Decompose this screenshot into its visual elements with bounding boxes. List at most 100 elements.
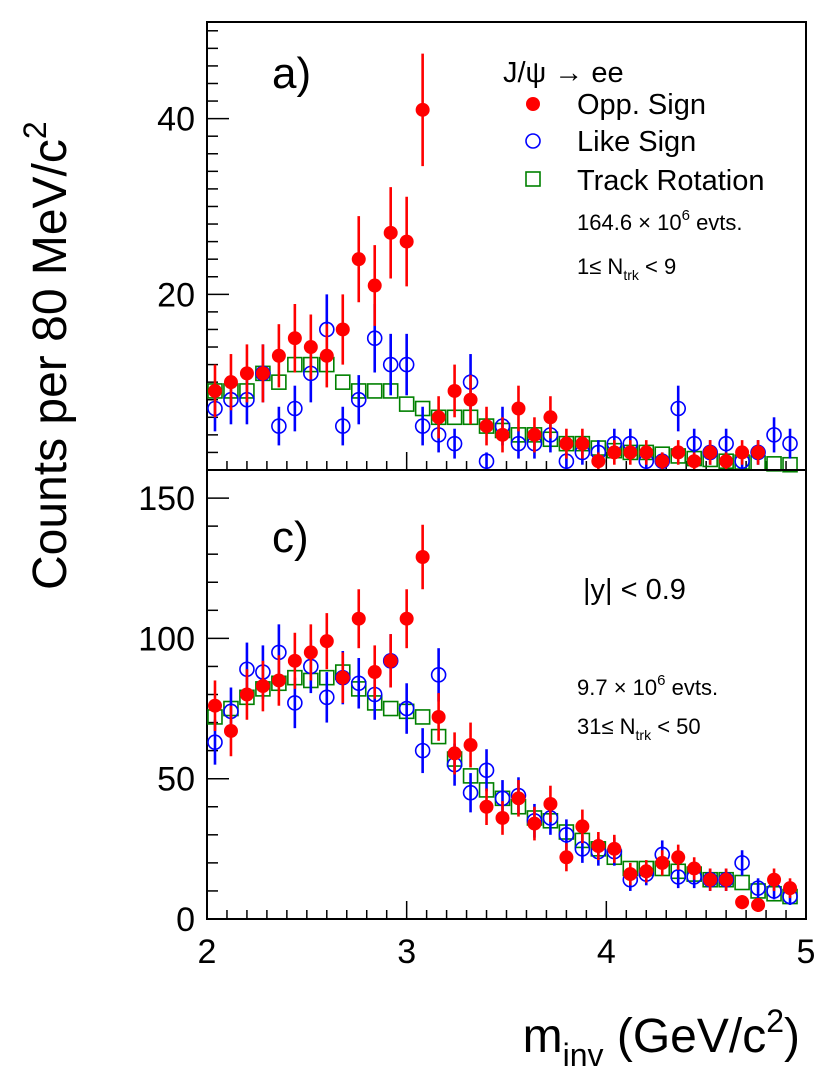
panel-c: 0 50 100 150 2 3 4 5 c) |y| < 0.9 9.7 × 106 evt… [138, 469, 816, 971]
point-c-opp-sign-34 [751, 897, 766, 912]
point-a-opp-sign-22 [559, 436, 574, 451]
panel-a-marks [207, 53, 798, 473]
point-a-opp-sign-14 [431, 410, 446, 425]
point-c-opp-sign-36 [783, 881, 798, 896]
point-c-opp-sign-32 [719, 872, 734, 887]
point-c-like-sign-0 [207, 734, 223, 751]
panel-c-marks [207, 524, 798, 912]
point-c-opp-sign-15 [447, 746, 462, 761]
y-tick-label-c-150: 150 [138, 480, 195, 518]
point-a-opp-sign-9 [351, 252, 366, 267]
point-c-like-sign-34 [750, 880, 766, 896]
legend-label-track-rotation: Track Rotation [577, 165, 765, 197]
point-a-like-sign-29 [670, 400, 687, 417]
point-a-like-sign-10 [366, 330, 383, 347]
point-c-opp-sign-11 [383, 653, 398, 668]
point-a-like-sign-4 [271, 418, 287, 434]
panel-c-rapidity: |y| < 0.9 [583, 574, 686, 606]
point-c-opp-sign-8 [335, 670, 350, 685]
panel-c-ntrk-sub: trk [636, 727, 653, 743]
x-tick-label-5: 5 [797, 933, 816, 971]
panel-c-events-base: 9.7 × 10 [577, 675, 657, 700]
y-tick-label-c-0: 0 [176, 901, 195, 939]
panel-a-ntrk-sub: trk [623, 267, 640, 283]
point-c-opp-sign-29 [671, 850, 686, 865]
point-c-opp-sign-28 [655, 855, 670, 870]
point-c-like-sign-16 [462, 784, 479, 801]
point-a-opp-sign-29 [671, 445, 686, 460]
x-axis-title: minv (GeV/c2) [523, 1003, 800, 1073]
point-a-opp-sign-34 [751, 445, 766, 460]
point-a-opp-sign-16 [463, 392, 478, 407]
legend-label-like-sign: Like Sign [577, 126, 696, 158]
panel-a-ntrk: 1≤ Ntrk < 9 [577, 254, 676, 283]
point-c-opp-sign-25 [607, 841, 622, 856]
point-a-track-rotation-12 [398, 396, 415, 412]
point-c-opp-sign-31 [703, 872, 718, 887]
point-c-track-rotation-13 [414, 709, 431, 725]
point-c-opp-sign-33 [735, 895, 750, 910]
point-c-like-sign-17 [478, 762, 495, 779]
point-a-opp-sign-32 [719, 454, 734, 469]
point-c-opp-sign-27 [639, 864, 654, 879]
point-a-track-rotation-10 [366, 383, 383, 399]
point-c-like-sign-29 [670, 869, 687, 885]
legend-marker-opp-sign [526, 97, 540, 111]
point-c-opp-sign-7 [319, 634, 334, 649]
point-a-opp-sign-31 [703, 445, 718, 460]
panel-a-ntrk-hi: < 9 [639, 254, 676, 279]
point-c-opp-sign-14 [431, 709, 446, 724]
point-a-opp-sign-6 [303, 340, 318, 355]
point-c-opp-sign-2 [239, 687, 254, 702]
y-tick-label-a-20: 20 [157, 276, 195, 314]
point-a-opp-sign-15 [447, 383, 462, 398]
point-c-opp-sign-1 [223, 723, 238, 738]
legend-header: J/ψ → ee [503, 57, 624, 89]
panel-c-ntrk-hi: < 50 [651, 714, 701, 739]
point-a-like-sign-30 [686, 435, 702, 452]
point-a-opp-sign-27 [639, 445, 654, 460]
point-c-opp-sign-12 [399, 611, 414, 626]
point-c-like-sign-12 [398, 700, 415, 717]
panel-a-events: 164.6 × 106 evts. [577, 207, 743, 235]
point-c-opp-sign-5 [287, 653, 302, 668]
panel-c-events-exp: 6 [657, 672, 665, 689]
x-tick-label-3: 3 [397, 933, 416, 971]
point-a-like-sign-13 [414, 418, 431, 434]
point-a-like-sign-32 [718, 435, 734, 452]
point-c-opp-sign-19 [511, 791, 526, 806]
y-tick-label-c-50: 50 [157, 761, 195, 799]
point-c-opp-sign-22 [559, 850, 574, 865]
point-c-track-rotation-11 [382, 700, 399, 717]
point-c-opp-sign-30 [687, 861, 702, 876]
point-a-track-rotation-8 [334, 374, 351, 390]
x-tick-label-4: 4 [597, 933, 616, 971]
point-a-like-sign-12 [398, 356, 415, 373]
point-a-opp-sign-25 [607, 445, 622, 460]
point-a-opp-sign-2 [239, 366, 254, 381]
point-a-like-sign-19 [510, 435, 527, 452]
point-a-opp-sign-33 [735, 445, 750, 460]
point-a-opp-sign-11 [383, 225, 398, 240]
point-a-opp-sign-30 [687, 454, 702, 469]
point-a-opp-sign-5 [287, 331, 302, 346]
point-a-like-sign-17 [478, 453, 495, 470]
panel-a-events-exp: 6 [682, 207, 690, 224]
panel-c-events: 9.7 × 106 evts. [577, 672, 718, 700]
panel-c-ticks: 0 50 100 150 2 3 4 5 [138, 469, 816, 971]
point-c-opp-sign-0 [207, 698, 222, 713]
panel-c-ntrk-lo: 31≤ N [577, 714, 636, 739]
legend-marker-track-rotation [525, 171, 541, 187]
point-c-opp-sign-4 [271, 673, 286, 688]
point-a-opp-sign-17 [479, 419, 494, 434]
panel-a-events-base: 164.6 × 10 [577, 210, 682, 235]
point-a-opp-sign-24 [591, 454, 606, 469]
point-a-opp-sign-12 [399, 234, 414, 249]
point-a-opp-sign-26 [623, 445, 638, 460]
point-a-opp-sign-18 [495, 427, 510, 442]
point-c-opp-sign-18 [495, 810, 510, 825]
y-tick-label-c-100: 100 [138, 620, 195, 658]
point-c-like-sign-7 [318, 689, 335, 706]
point-a-like-sign-36 [782, 435, 798, 452]
